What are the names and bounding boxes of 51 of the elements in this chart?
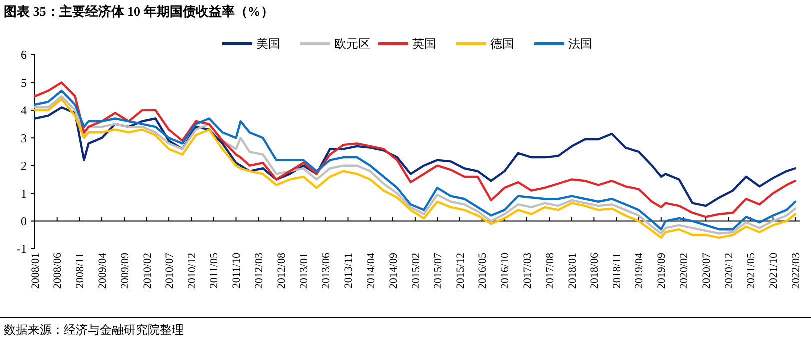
x-tick-label: 2012/03: [253, 252, 266, 290]
legend-label: 英国: [412, 37, 436, 52]
x-tick-label: 2011/05: [208, 252, 221, 289]
x-tick-label: 2019/09: [656, 252, 668, 290]
y-tick-label: 6: [21, 48, 27, 62]
x-tick-label: 2021/10: [768, 252, 780, 290]
y-tick-label: -1: [17, 242, 27, 256]
legend-label: 法国: [568, 37, 592, 52]
line-series: [34, 106, 797, 208]
y-tick-label: 5: [21, 76, 27, 90]
legend-label: 美国: [256, 37, 280, 52]
legend-label: 德国: [490, 37, 514, 52]
x-tick-label: 2018/11: [612, 253, 624, 289]
source-note: 数据来源：经济与金融研究院整理: [4, 323, 184, 337]
y-tick-label: 2: [21, 159, 27, 174]
x-tick-label: 2010/12: [186, 253, 198, 290]
x-tick-label: 2013/06: [320, 252, 333, 290]
x-tick-label: 2009/04: [96, 252, 109, 290]
x-tick-label: 2021/05: [746, 252, 758, 290]
x-tick-label: 2016/05: [477, 252, 490, 290]
x-tick-label: 2017/08: [544, 252, 556, 290]
x-tick-label: 2014/04: [365, 252, 378, 290]
x-tick-label: 2019/04: [634, 252, 646, 290]
x-tick-label: 2015/12: [454, 253, 467, 290]
x-tick-label: 2018/06: [589, 252, 602, 290]
x-tick-label: 2010/07: [164, 252, 176, 290]
y-tick-label: 1: [21, 186, 27, 201]
x-tick-label: 2015/07: [432, 252, 444, 290]
x-tick-label: 2020/12: [723, 253, 736, 290]
x-tick-label: 2011/10: [231, 252, 244, 289]
x-tick-label: 2014/09: [388, 252, 400, 290]
x-tick-label: 2020/02: [678, 253, 691, 290]
x-tick-label: 2008/06: [52, 252, 64, 290]
y-tick-label: 4: [21, 104, 27, 118]
x-tick-label: 2016/10: [500, 252, 512, 290]
x-tick-label: 2010/02: [142, 253, 154, 290]
legend-label: 欧元区: [334, 37, 370, 52]
x-tick-label: 2020/07: [700, 252, 713, 290]
chart-title: 图表 35：主要经济体 10 年期国债收益率（%）: [4, 4, 274, 19]
y-tick-label: 0: [21, 214, 27, 228]
x-tick-label: 2015/02: [410, 253, 422, 290]
x-tick-label: 2013/11: [343, 253, 356, 289]
x-tick-label: 2017/03: [522, 252, 534, 290]
x-tick-label: 2008/01: [30, 253, 42, 290]
x-tick-label: 2012/08: [276, 252, 288, 290]
x-tick-label: 2008/11: [74, 253, 87, 289]
x-tick-label: 2022/03: [790, 252, 802, 290]
x-tick-label: 2013/01: [298, 253, 310, 290]
x-tick-label: 2009/09: [119, 252, 132, 290]
y-tick-label: 3: [21, 131, 27, 146]
x-tick-label: 2018/01: [566, 253, 579, 290]
